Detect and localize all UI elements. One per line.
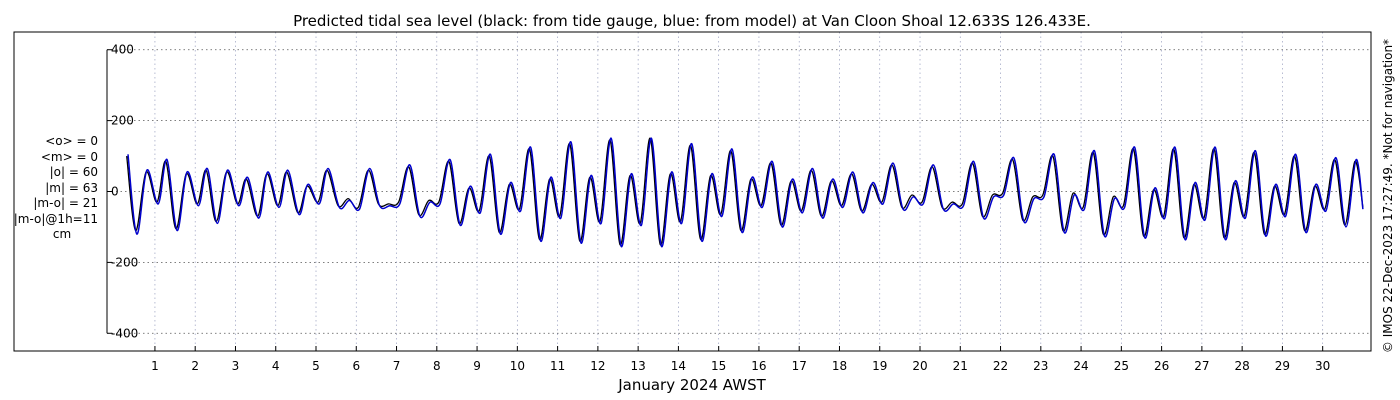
stat-abs-diff: |m-o| = 21 [33, 196, 98, 210]
chart-title: Predicted tidal sea level (black: from t… [293, 12, 1091, 30]
x-axis-label: January 2024 AWST [617, 376, 766, 394]
x-tick-label-13: 13 [630, 359, 645, 373]
x-tick-label-28: 28 [1235, 359, 1250, 373]
stat-mean-obs: <o> = 0 [45, 134, 98, 148]
x-tick-label-15: 15 [711, 359, 726, 373]
x-tick-label-7: 7 [393, 359, 401, 373]
y-tick-label-0: 0 [111, 185, 119, 199]
series-lines [126, 137, 1364, 248]
x-tick-label-17: 17 [792, 359, 807, 373]
x-tick-label-9: 9 [473, 359, 481, 373]
x-tick-label-26: 26 [1154, 359, 1169, 373]
y-tick-label--200: -200 [111, 255, 138, 269]
plot-frame [13, 31, 1372, 352]
x-tick-label-5: 5 [312, 359, 320, 373]
x-tick-label-30: 30 [1315, 359, 1330, 373]
stat-mean-model: <m> = 0 [40, 149, 98, 164]
x-tick-label-11: 11 [550, 359, 565, 373]
x-tick-label-16: 16 [751, 359, 766, 373]
x-tick-label-1: 1 [151, 359, 159, 373]
y-tick-label-400: 400 [111, 43, 134, 57]
x-tick-label-12: 12 [590, 359, 605, 373]
y-tick-label--400: -400 [111, 326, 138, 340]
x-tick-label-20: 20 [912, 359, 927, 373]
credit-note: © IMOS 22-Dec-2023 17:27:49. *Not for na… [1381, 39, 1395, 353]
stat-abs-model: |m| = 63 [45, 180, 98, 195]
x-tick-label-25: 25 [1114, 359, 1129, 373]
x-tick-label-22: 22 [993, 359, 1008, 373]
x-tick-label-8: 8 [433, 359, 441, 373]
stats-panel: <o> = 0 <m> = 0 |o| = 60 |m| = 63 |m-o| … [0, 134, 98, 243]
series-line-tide-gauge [126, 137, 1364, 246]
grid-lines [107, 32, 1371, 351]
x-tick-label-19: 19 [872, 359, 887, 373]
stat-abs-diff-1h: |m-o|@1h=11 [13, 211, 98, 226]
y-tick-label-200: 200 [111, 114, 134, 128]
x-tick-label-24: 24 [1073, 359, 1088, 373]
x-tick-label-29: 29 [1275, 359, 1290, 373]
x-tick-label-14: 14 [671, 359, 686, 373]
x-tick-label-6: 6 [352, 359, 360, 373]
x-tick-label-2: 2 [191, 359, 199, 373]
x-tick-label-18: 18 [832, 359, 847, 373]
x-tick-label-27: 27 [1194, 359, 1209, 373]
x-tick-label-3: 3 [232, 359, 240, 373]
x-tick-label-21: 21 [953, 359, 968, 373]
x-tick-label-23: 23 [1033, 359, 1048, 373]
x-tick-label-10: 10 [510, 359, 525, 373]
series-line-model [127, 137, 1364, 248]
stat-abs-obs: |o| = 60 [49, 165, 98, 179]
x-tick-label-4: 4 [272, 359, 280, 373]
stat-unit: cm [52, 227, 72, 241]
